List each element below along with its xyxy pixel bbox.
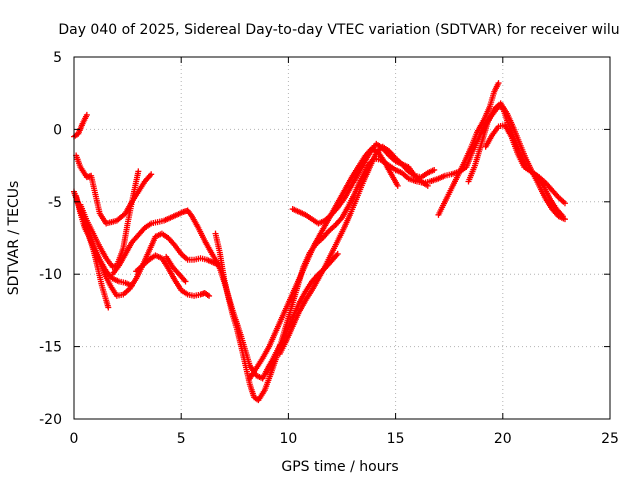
- series-track-15: [435, 80, 502, 218]
- data-point: [559, 213, 566, 220]
- y-axis-label: SDTVAR / TECUs: [6, 181, 22, 296]
- series-track-17: [482, 122, 566, 220]
- series-track-8: [133, 252, 213, 299]
- y-tick-label: -15: [39, 340, 62, 356]
- data-point: [431, 166, 438, 173]
- x-tick-label: 20: [494, 431, 512, 447]
- data-series: [71, 80, 568, 404]
- y-tick-label: -10: [39, 267, 62, 283]
- series-track-4: [73, 193, 112, 311]
- y-tick-label: 0: [53, 122, 62, 138]
- x-tick-label: 10: [279, 431, 297, 447]
- chart-title: Day 040 of 2025, Sidereal Day-to-day VTE…: [58, 22, 619, 38]
- data-point: [561, 200, 568, 207]
- data-point: [105, 304, 112, 311]
- x-tick-label: 5: [177, 431, 186, 447]
- y-tick-label: -5: [48, 195, 62, 211]
- data-point: [206, 292, 213, 299]
- series-track-16: [465, 100, 568, 223]
- x-axis-label: GPS time / hours: [281, 459, 398, 475]
- axis-ticks: 0 5 10 15 20 25 -20 -15 -10 -5 0 5: [39, 50, 619, 447]
- x-tick-label: 25: [601, 431, 619, 447]
- series-track-2: [73, 152, 155, 227]
- data-point: [495, 80, 502, 87]
- series-track-9: [163, 253, 189, 285]
- x-tick-label: 15: [387, 431, 405, 447]
- series-track-5: [77, 168, 142, 270]
- series-track-14: [289, 140, 431, 227]
- data-point: [135, 168, 142, 175]
- series-track-1: [71, 111, 90, 140]
- series-track-11: [246, 145, 401, 382]
- data-point: [394, 182, 401, 189]
- data-point: [182, 278, 189, 285]
- y-tick-label: 5: [53, 50, 62, 66]
- data-point: [148, 171, 155, 178]
- x-tick-label: 0: [70, 431, 79, 447]
- data-point: [334, 250, 341, 257]
- data-point: [424, 182, 431, 189]
- plot-frame: [73, 56, 611, 420]
- y-tick-label: -20: [39, 412, 62, 428]
- data-point: [83, 111, 90, 118]
